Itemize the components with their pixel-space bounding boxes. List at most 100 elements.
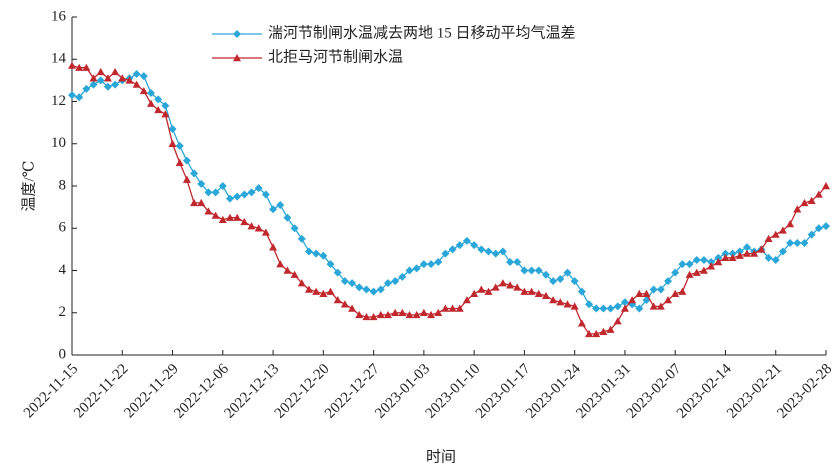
data-point: [585, 329, 594, 338]
data-point: [577, 319, 586, 327]
data-point: [376, 310, 385, 319]
data-point: [312, 249, 321, 258]
data-point: [82, 63, 91, 71]
data-point: [340, 277, 349, 286]
data-point: [671, 289, 680, 297]
data-point: [197, 179, 206, 188]
data-point: [391, 277, 400, 286]
data-point: [592, 304, 601, 313]
data-point: [383, 279, 392, 288]
data-point: [470, 289, 479, 297]
data-point: [649, 302, 658, 310]
data-point: [692, 255, 701, 264]
data-point: [649, 285, 658, 294]
data-point: [807, 230, 816, 239]
data-point: [297, 279, 306, 287]
data-point: [699, 266, 708, 274]
data-point: [427, 260, 436, 269]
data-point: [427, 310, 436, 319]
data-point: [728, 249, 737, 258]
data-point: [68, 61, 76, 69]
data-point: [190, 169, 199, 178]
data-point: [283, 213, 292, 222]
data-point: [139, 86, 148, 95]
data-point: [441, 249, 450, 258]
data-point: [304, 285, 313, 293]
y-tick-label: 0: [59, 346, 67, 362]
data-point: [154, 95, 163, 104]
data-point: [247, 222, 256, 230]
series-line: [71, 64, 827, 335]
data-point: [405, 266, 414, 275]
data-point: [290, 224, 299, 233]
data-point: [182, 156, 191, 165]
data-point: [707, 258, 716, 267]
data-point: [297, 234, 306, 243]
data-point: [549, 277, 558, 286]
data-point: [132, 80, 141, 88]
data-point: [664, 296, 673, 304]
data-point: [570, 302, 579, 310]
data-point: [757, 245, 766, 253]
data-point: [355, 310, 364, 319]
data-point: [513, 283, 522, 291]
data-point: [635, 304, 644, 313]
data-point: [606, 304, 615, 313]
data-point: [362, 285, 371, 294]
data-point: [470, 241, 479, 250]
data-point: [340, 300, 349, 308]
data-point: [348, 304, 357, 312]
data-point: [664, 277, 673, 286]
data-point: [125, 76, 134, 84]
data-point: [376, 285, 385, 294]
data-point: [276, 260, 285, 268]
data-point: [103, 82, 112, 91]
data-point: [312, 287, 321, 295]
y-tick-label: 8: [59, 177, 67, 193]
data-point: [68, 91, 76, 100]
data-point: [405, 310, 414, 319]
data-point: [168, 124, 177, 133]
x-axis-label: 时间: [426, 448, 456, 465]
data-point: [506, 258, 515, 267]
data-point: [355, 283, 364, 292]
data-point: [628, 296, 637, 304]
data-point: [477, 285, 486, 293]
data-point: [383, 310, 392, 319]
data-point: [197, 198, 206, 207]
data-point: [778, 226, 787, 234]
data-point: [656, 285, 665, 294]
data-point: [225, 194, 234, 203]
data-point: [161, 101, 170, 110]
data-point: [822, 182, 830, 190]
data-point: [118, 74, 127, 82]
data-point: [434, 308, 443, 316]
data-point: [477, 245, 486, 254]
data-point: [441, 304, 450, 312]
data-point: [620, 298, 629, 307]
legend-marker: [233, 30, 241, 38]
data-point: [182, 175, 191, 183]
data-point: [714, 258, 723, 266]
data-point: [75, 93, 84, 102]
data-point: [635, 289, 644, 297]
data-point: [254, 224, 263, 232]
data-point: [678, 287, 687, 295]
data-point: [161, 110, 170, 118]
data-point: [462, 236, 471, 245]
data-point: [642, 289, 651, 297]
data-point: [678, 260, 687, 269]
data-point: [448, 304, 457, 312]
data-point: [728, 253, 737, 262]
data-point: [814, 224, 823, 233]
data-point: [534, 266, 543, 275]
data-point: [391, 308, 400, 316]
x-tick-label: 2023-02-28: [774, 361, 835, 422]
data-point: [491, 249, 500, 258]
data-point: [204, 207, 213, 215]
data-point: [348, 279, 357, 288]
data-point: [211, 211, 220, 219]
data-point: [556, 298, 565, 306]
data-point: [269, 205, 278, 214]
